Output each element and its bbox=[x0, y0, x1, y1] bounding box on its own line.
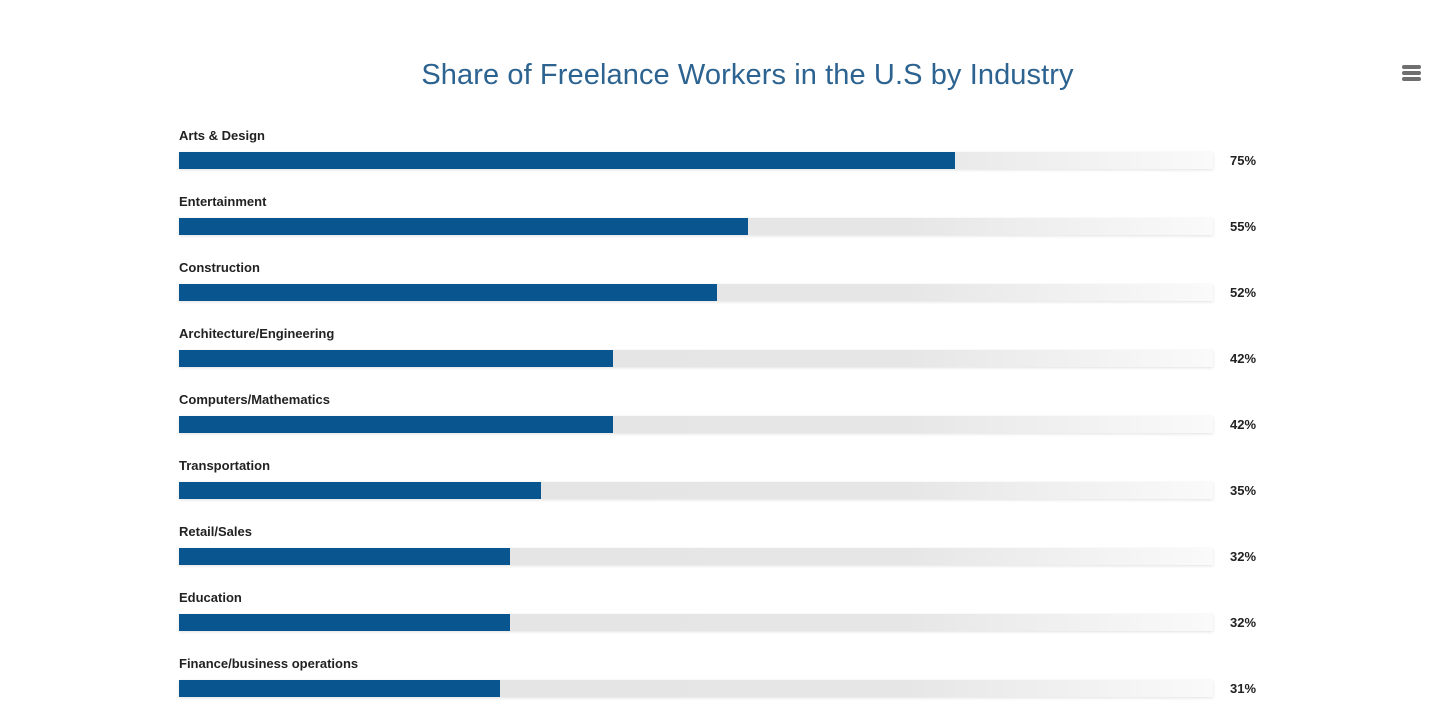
bar-value-label: 35% bbox=[1230, 483, 1257, 498]
bar-track bbox=[179, 416, 1213, 433]
bar-row: Computers/Mathematics 42% bbox=[179, 390, 1279, 456]
bar-track bbox=[179, 680, 1213, 697]
bar-row: Education 32% bbox=[179, 588, 1279, 654]
bar-chart: Arts & Design 75% Entertainment 55% Construc… bbox=[179, 126, 1279, 720]
bar-value-label: 42% bbox=[1230, 351, 1257, 366]
bar[interactable] bbox=[179, 218, 748, 235]
bar[interactable] bbox=[179, 416, 614, 433]
bar-row: Retail/Sales 32% bbox=[179, 522, 1279, 588]
bar[interactable] bbox=[179, 152, 955, 169]
menu-line bbox=[1402, 65, 1421, 69]
bar-value-label: 32% bbox=[1230, 549, 1257, 564]
menu-line bbox=[1402, 77, 1421, 81]
bar-track bbox=[179, 350, 1213, 367]
bar-value-label: 31% bbox=[1230, 681, 1257, 696]
bar-track bbox=[179, 614, 1213, 631]
bar-value-label: 75% bbox=[1230, 153, 1257, 168]
bar-track bbox=[179, 482, 1213, 499]
bar-value-label: 32% bbox=[1230, 615, 1257, 630]
menu-line bbox=[1402, 71, 1421, 75]
bar-value-label: 52% bbox=[1230, 285, 1257, 300]
bar-row: Arts & Design 75% bbox=[179, 126, 1279, 192]
bar-track bbox=[179, 218, 1213, 235]
bar-category-label: Computers/Mathematics bbox=[179, 392, 330, 407]
hamburger-menu-icon[interactable] bbox=[1402, 64, 1422, 82]
bar-category-label: Arts & Design bbox=[179, 128, 265, 143]
bar[interactable] bbox=[179, 482, 541, 499]
bar-track bbox=[179, 284, 1213, 301]
bar-category-label: Transportation bbox=[179, 458, 271, 473]
bar-category-label: Retail/Sales bbox=[179, 524, 252, 539]
bar-row: Entertainment 55% bbox=[179, 192, 1279, 258]
bar-category-label: Architecture/Engineering bbox=[179, 326, 335, 341]
bar[interactable] bbox=[179, 614, 510, 631]
bar-value-label: 55% bbox=[1230, 219, 1257, 234]
bar-track bbox=[179, 152, 1213, 169]
bar-category-label: Entertainment bbox=[179, 194, 267, 209]
bar-value-label: 42% bbox=[1230, 417, 1257, 432]
bar[interactable] bbox=[179, 548, 510, 565]
bar-category-label: Finance/business operations bbox=[179, 656, 359, 671]
bar-track bbox=[179, 548, 1213, 565]
bar-category-label: Education bbox=[179, 590, 242, 605]
bar[interactable] bbox=[179, 350, 614, 367]
bar-row: Architecture/Engineering 42% bbox=[179, 324, 1279, 390]
bar-category-label: Construction bbox=[179, 260, 260, 275]
chart-title: Share of Freelance Workers in the U.S by… bbox=[421, 59, 1074, 91]
bar-row: Finance/business operations 31% bbox=[179, 654, 1279, 720]
bar[interactable] bbox=[179, 284, 717, 301]
bar-row: Construction 52% bbox=[179, 258, 1279, 324]
bar-row: Transportation 35% bbox=[179, 456, 1279, 522]
bar[interactable] bbox=[179, 680, 500, 697]
